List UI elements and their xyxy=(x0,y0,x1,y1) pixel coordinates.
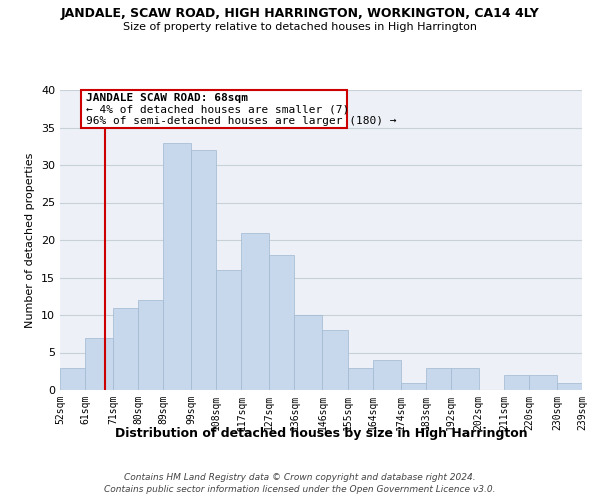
Text: Size of property relative to detached houses in High Harrington: Size of property relative to detached ho… xyxy=(123,22,477,32)
Bar xyxy=(163,142,191,390)
Text: Contains HM Land Registry data © Crown copyright and database right 2024.: Contains HM Land Registry data © Crown c… xyxy=(124,472,476,482)
Bar xyxy=(529,375,557,390)
Bar xyxy=(347,368,373,390)
Bar xyxy=(401,382,425,390)
Bar xyxy=(557,382,582,390)
Bar xyxy=(241,232,269,390)
FancyBboxPatch shape xyxy=(81,90,347,128)
Text: ← 4% of detached houses are smaller (7): ← 4% of detached houses are smaller (7) xyxy=(86,104,349,115)
Bar xyxy=(60,368,85,390)
Text: JANDALE SCAW ROAD: 68sqm: JANDALE SCAW ROAD: 68sqm xyxy=(86,93,248,103)
Text: JANDALE, SCAW ROAD, HIGH HARRINGTON, WORKINGTON, CA14 4LY: JANDALE, SCAW ROAD, HIGH HARRINGTON, WOR… xyxy=(61,8,539,20)
Bar xyxy=(113,308,138,390)
Bar xyxy=(191,150,217,390)
Bar xyxy=(269,255,295,390)
Bar xyxy=(138,300,163,390)
Bar xyxy=(373,360,401,390)
Bar xyxy=(295,315,322,390)
Y-axis label: Number of detached properties: Number of detached properties xyxy=(25,152,35,328)
Bar xyxy=(85,338,113,390)
Bar xyxy=(425,368,451,390)
Bar xyxy=(504,375,529,390)
Bar xyxy=(322,330,347,390)
Bar xyxy=(451,368,479,390)
Text: Contains public sector information licensed under the Open Government Licence v3: Contains public sector information licen… xyxy=(104,485,496,494)
Bar xyxy=(217,270,241,390)
Text: 96% of semi-detached houses are larger (180) →: 96% of semi-detached houses are larger (… xyxy=(86,116,397,126)
Text: Distribution of detached houses by size in High Harrington: Distribution of detached houses by size … xyxy=(115,428,527,440)
